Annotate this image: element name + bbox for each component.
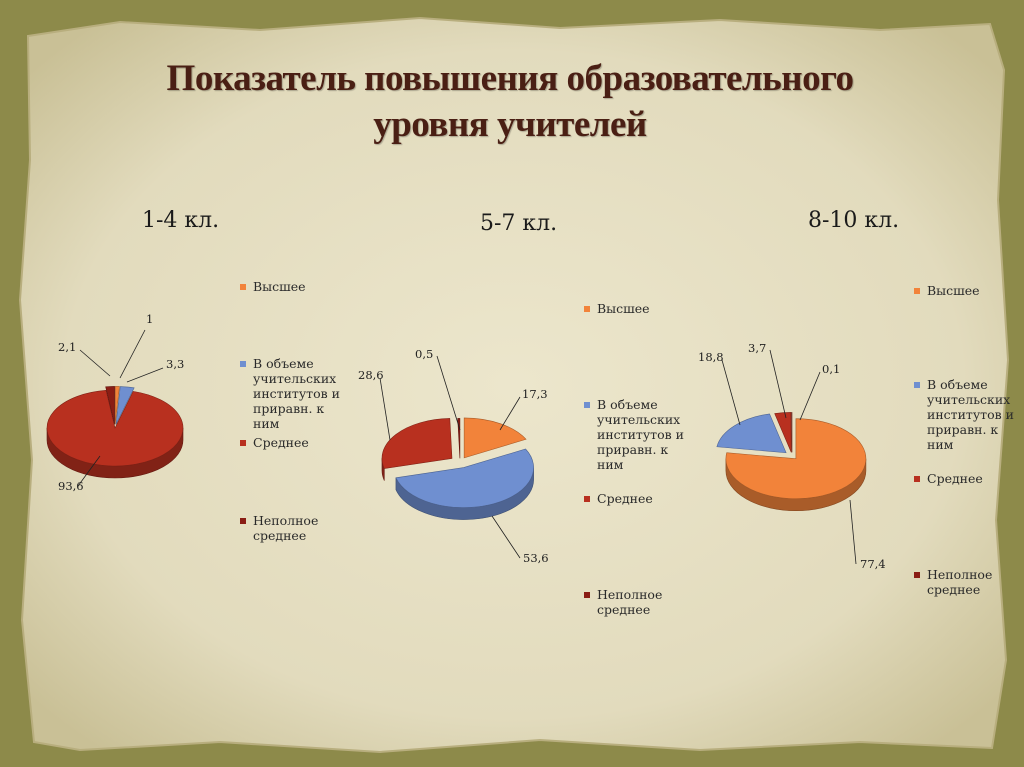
leader-line-1-1	[119, 329, 146, 379]
leader-line-3-3	[769, 349, 787, 419]
leader-line-1-4	[79, 349, 111, 377]
pie-slice-2-2	[395, 448, 534, 508]
legend-swatch	[240, 440, 246, 446]
slide-title-line-1: Показатель повышения образовательного	[166, 58, 854, 99]
data-label-2-2: 53,6	[523, 551, 549, 565]
leader-line-2-1	[499, 396, 521, 431]
legend-label: Неполное среднее	[597, 587, 663, 617]
leader-line-3-1	[849, 499, 857, 565]
leader-line-3-4	[799, 371, 821, 421]
pie-chart-1: 1 3,3 93,6 2,1	[46, 312, 184, 493]
data-label-2-3: 28,6	[358, 368, 384, 382]
leader-line-3-2	[721, 359, 741, 426]
leader-line-2-4	[436, 355, 461, 431]
data-label-3-1: 77,4	[860, 557, 886, 571]
data-label-1-3: 93,6	[58, 479, 84, 493]
legend-swatch	[240, 284, 246, 290]
legend-swatch	[914, 476, 920, 482]
chart-3-title: 8-10 кл.	[808, 208, 900, 233]
leader-line-1-2	[126, 367, 164, 383]
chart-2-title: 5-7 кл.	[480, 211, 558, 236]
pie-slice-2-1	[463, 417, 527, 459]
legend-swatch	[584, 592, 590, 598]
legend-swatch	[914, 382, 920, 388]
legend-swatch	[914, 572, 920, 578]
legend-swatch	[914, 288, 920, 294]
leader-line-2-2	[491, 515, 521, 559]
pie-slice-1-4	[105, 386, 115, 425]
data-label-3-2: 18,8	[698, 350, 724, 364]
pie-slice-1-3	[46, 390, 184, 467]
legend-label: Высшее	[927, 283, 980, 298]
legend-label: В объеме учительских институтов и приравн. …	[927, 377, 1014, 452]
legend-label: Неполное среднее	[253, 513, 319, 543]
pie-chart-2: 17,3 53,6 28,6 0,5	[358, 347, 549, 565]
data-label-3-4: 0,1	[822, 362, 840, 376]
legend-label: Высшее	[253, 279, 306, 294]
pie-slice-3-3	[774, 412, 792, 453]
legend-swatch	[584, 306, 590, 312]
data-label-2-1: 17,3	[522, 387, 548, 401]
legend-label: Среднее	[927, 471, 983, 486]
data-label-1-2: 3,3	[166, 357, 184, 371]
legend-swatch	[240, 361, 246, 367]
pie-slice-3-1	[725, 418, 867, 500]
pie-chart-3: 77,4 18,8 3,7 0,1	[698, 341, 886, 571]
data-label-1-4: 2,1	[58, 340, 76, 354]
leader-line-1-3	[77, 455, 101, 487]
legend-label: Среднее	[253, 435, 309, 450]
pie-slice-2-3	[381, 418, 453, 469]
slide-title: Показатель повышения образовательного ур…	[60, 56, 960, 148]
legend-label: В объеме учительских институтов и приравн. …	[597, 397, 684, 472]
leader-line-2-3	[379, 377, 391, 441]
legend-swatch	[240, 518, 246, 524]
chart-1-title: 1-4 кл.	[142, 208, 220, 233]
legend-label: Среднее	[597, 491, 653, 506]
slide-title-line-2: уровня учителей	[373, 104, 647, 145]
pie-slice-1-1	[114, 386, 120, 425]
legend-label: В объеме учительских институтов и приравн. …	[253, 356, 340, 431]
legend-label: Неполное среднее	[927, 567, 993, 597]
data-label-3-3: 3,7	[748, 341, 766, 355]
data-label-1-1: 1	[146, 312, 153, 326]
legend-swatch	[584, 402, 590, 408]
data-label-2-4: 0,5	[415, 347, 433, 361]
pie-slice-1-2	[115, 386, 135, 425]
pie-slice-3-2	[716, 413, 787, 454]
legend-swatch	[584, 496, 590, 502]
legend-label: Высшее	[597, 301, 650, 316]
